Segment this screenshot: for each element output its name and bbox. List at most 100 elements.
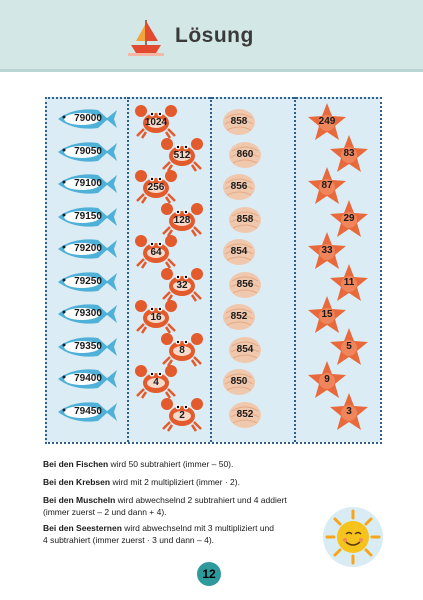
shell-icon: [229, 336, 261, 363]
crab-item: 8: [160, 331, 204, 367]
fish-item: 79450: [56, 400, 118, 424]
star-icon: [308, 296, 346, 334]
shell-item: 858: [228, 206, 262, 234]
explanation-text: Bei den Fischen wird 50 subtrahiert (imm…: [43, 458, 343, 470]
crab-icon: [161, 137, 203, 172]
star-item: 33: [307, 231, 347, 271]
column-divider: [127, 97, 129, 442]
fish-value: 79250: [74, 275, 102, 287]
shell-icon: [229, 141, 261, 168]
fish-item: 79100: [56, 172, 118, 196]
page-number-badge: 12: [197, 562, 221, 586]
fish-item: 79300: [56, 302, 118, 326]
shell-item: 852: [222, 303, 256, 331]
fish-icon: [58, 304, 117, 324]
star-icon: [308, 231, 346, 269]
fish-icon: [58, 141, 117, 162]
shell-item: 860: [228, 141, 262, 169]
star-value: 11: [343, 277, 355, 288]
fish-icon: [58, 369, 117, 389]
star-icon: [330, 199, 368, 237]
explanation-rule: wird abwechselnd mit 3 multipliziert und: [121, 523, 275, 533]
star-icon: [330, 328, 368, 366]
star-value: 249: [318, 116, 336, 127]
shell-value: 850: [230, 376, 248, 387]
star-value: 15: [321, 309, 333, 321]
crab-icon: [135, 105, 177, 139]
fish-icon: [58, 401, 117, 422]
star-value: 5: [346, 341, 352, 353]
explanation-rule-continued: 4 subtrahiert (immer zuerst · 3 und dann…: [43, 535, 215, 545]
shell-value: 854: [236, 343, 254, 355]
explanation-rule: wird abwechselnd 2 subtrahiert und 4 add…: [115, 495, 287, 505]
fish-value: 79050: [74, 145, 102, 157]
shell-item: 850: [222, 368, 256, 396]
shell-icon: [229, 271, 261, 298]
fish-value: 79150: [74, 210, 102, 222]
crab-item: 32: [160, 266, 204, 302]
star-item: 11: [329, 263, 369, 303]
header-bar: [0, 0, 423, 70]
crab-value: 16: [150, 312, 162, 323]
star-item: 29: [329, 199, 369, 239]
crab-item: 128: [160, 201, 204, 237]
star-icon: [330, 264, 368, 301]
fish-icon: [58, 239, 117, 259]
fish-icon: [58, 336, 117, 357]
star-value: 87: [321, 180, 333, 192]
star-value: 29: [343, 212, 355, 224]
crab-icon: [161, 202, 203, 237]
explanation-text: Bei den Seesternen wird abwechselnd mit …: [43, 522, 343, 546]
page-title: Lösung: [175, 24, 254, 47]
shell-item: 856: [222, 173, 256, 201]
shell-item: 854: [228, 336, 262, 364]
crab-icon: [161, 332, 203, 367]
star-item: 249: [307, 102, 347, 142]
fish-item: 79350: [56, 335, 118, 359]
shell-value: 856: [236, 278, 254, 290]
star-item: 5: [329, 327, 369, 367]
crab-icon: [161, 267, 203, 302]
crab-icon: [135, 300, 177, 334]
star-value: 3: [346, 405, 352, 417]
shell-icon: [229, 401, 261, 428]
header-divider: [0, 69, 423, 72]
explanation-label: Bei den Krebsen: [43, 477, 111, 487]
sailboat-icon: [128, 20, 164, 56]
fish-icon: [58, 206, 117, 227]
star-item: 83: [329, 134, 369, 174]
fish-item: 79000: [56, 107, 118, 131]
explanation-label: Bei den Muscheln: [43, 495, 116, 505]
crab-item: 1024: [134, 103, 178, 139]
shell-value: 852: [236, 408, 254, 420]
fish-icon: [58, 271, 117, 292]
fish-value: 79100: [74, 178, 102, 189]
fish-value: 79200: [74, 243, 102, 254]
star-item: 3: [329, 392, 369, 432]
crab-icon: [135, 170, 177, 204]
star-item: 15: [307, 295, 347, 335]
star-icon: [308, 167, 346, 205]
explanation-text: Bei den Muscheln wird abwechselnd 2 subt…: [43, 494, 343, 518]
crab-item: 2: [160, 396, 204, 432]
fish-item: 79250: [56, 270, 118, 294]
star-value: 83: [343, 148, 355, 160]
crab-item: 256: [134, 168, 178, 204]
shell-icon: [223, 109, 255, 135]
crab-value: 32: [176, 279, 188, 291]
explanation-label: Bei den Seesternen: [43, 523, 122, 533]
explanation-text: Bei den Krebsen wird mit 2 multipliziert…: [43, 476, 343, 488]
shell-item: 856: [228, 271, 262, 299]
crab-value: 2: [179, 409, 185, 421]
fish-item: 79050: [56, 140, 118, 164]
crab-value: 4: [153, 377, 159, 388]
crab-icon: [135, 235, 177, 269]
shell-icon: [223, 239, 255, 265]
fish-value: 79350: [74, 340, 102, 352]
shell-value: 858: [236, 213, 254, 225]
crab-icon: [161, 397, 203, 432]
fish-value: 79400: [74, 373, 102, 384]
fish-icon: [58, 109, 117, 129]
crab-icon: [135, 365, 177, 399]
star-item: 9: [307, 360, 347, 400]
